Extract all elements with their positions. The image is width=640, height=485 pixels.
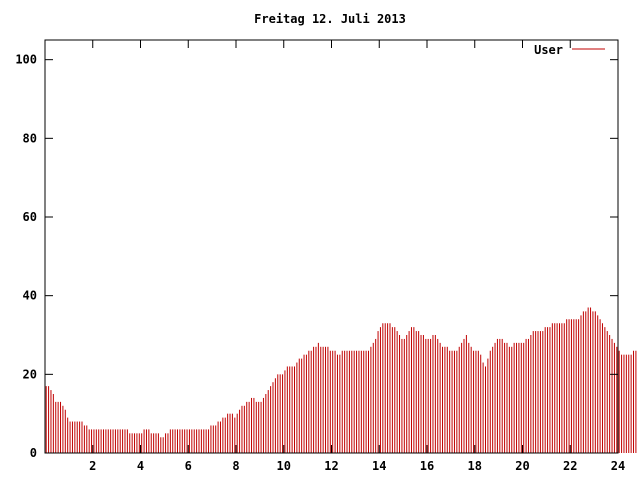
y-tick-label: 100 <box>15 53 37 67</box>
legend-label-user: User <box>534 43 563 57</box>
x-tick-label: 8 <box>232 459 239 473</box>
x-tick-label: 6 <box>185 459 192 473</box>
y-tick-label: 80 <box>23 131 37 145</box>
bars-layer <box>45 307 637 453</box>
x-tick-label: 10 <box>277 459 291 473</box>
y-tick-label: 60 <box>23 210 37 224</box>
x-tick-label: 24 <box>611 459 625 473</box>
x-tick-label: 14 <box>372 459 386 473</box>
x-tick-label: 20 <box>515 459 529 473</box>
y-tick-label: 40 <box>23 289 37 303</box>
x-tick-label: 18 <box>468 459 482 473</box>
x-tick-label: 22 <box>563 459 577 473</box>
x-tick-label: 12 <box>324 459 338 473</box>
plot-frame <box>44 39 619 454</box>
x-tick-label: 2 <box>89 459 96 473</box>
x-tick-label: 16 <box>420 459 434 473</box>
legend: User <box>534 43 605 57</box>
x-tick-label: 4 <box>137 459 144 473</box>
y-tick-label: 0 <box>30 446 37 460</box>
chart-title: Freitag 12. Juli 2013 <box>254 12 406 26</box>
y-tick-label: 20 <box>23 367 37 381</box>
